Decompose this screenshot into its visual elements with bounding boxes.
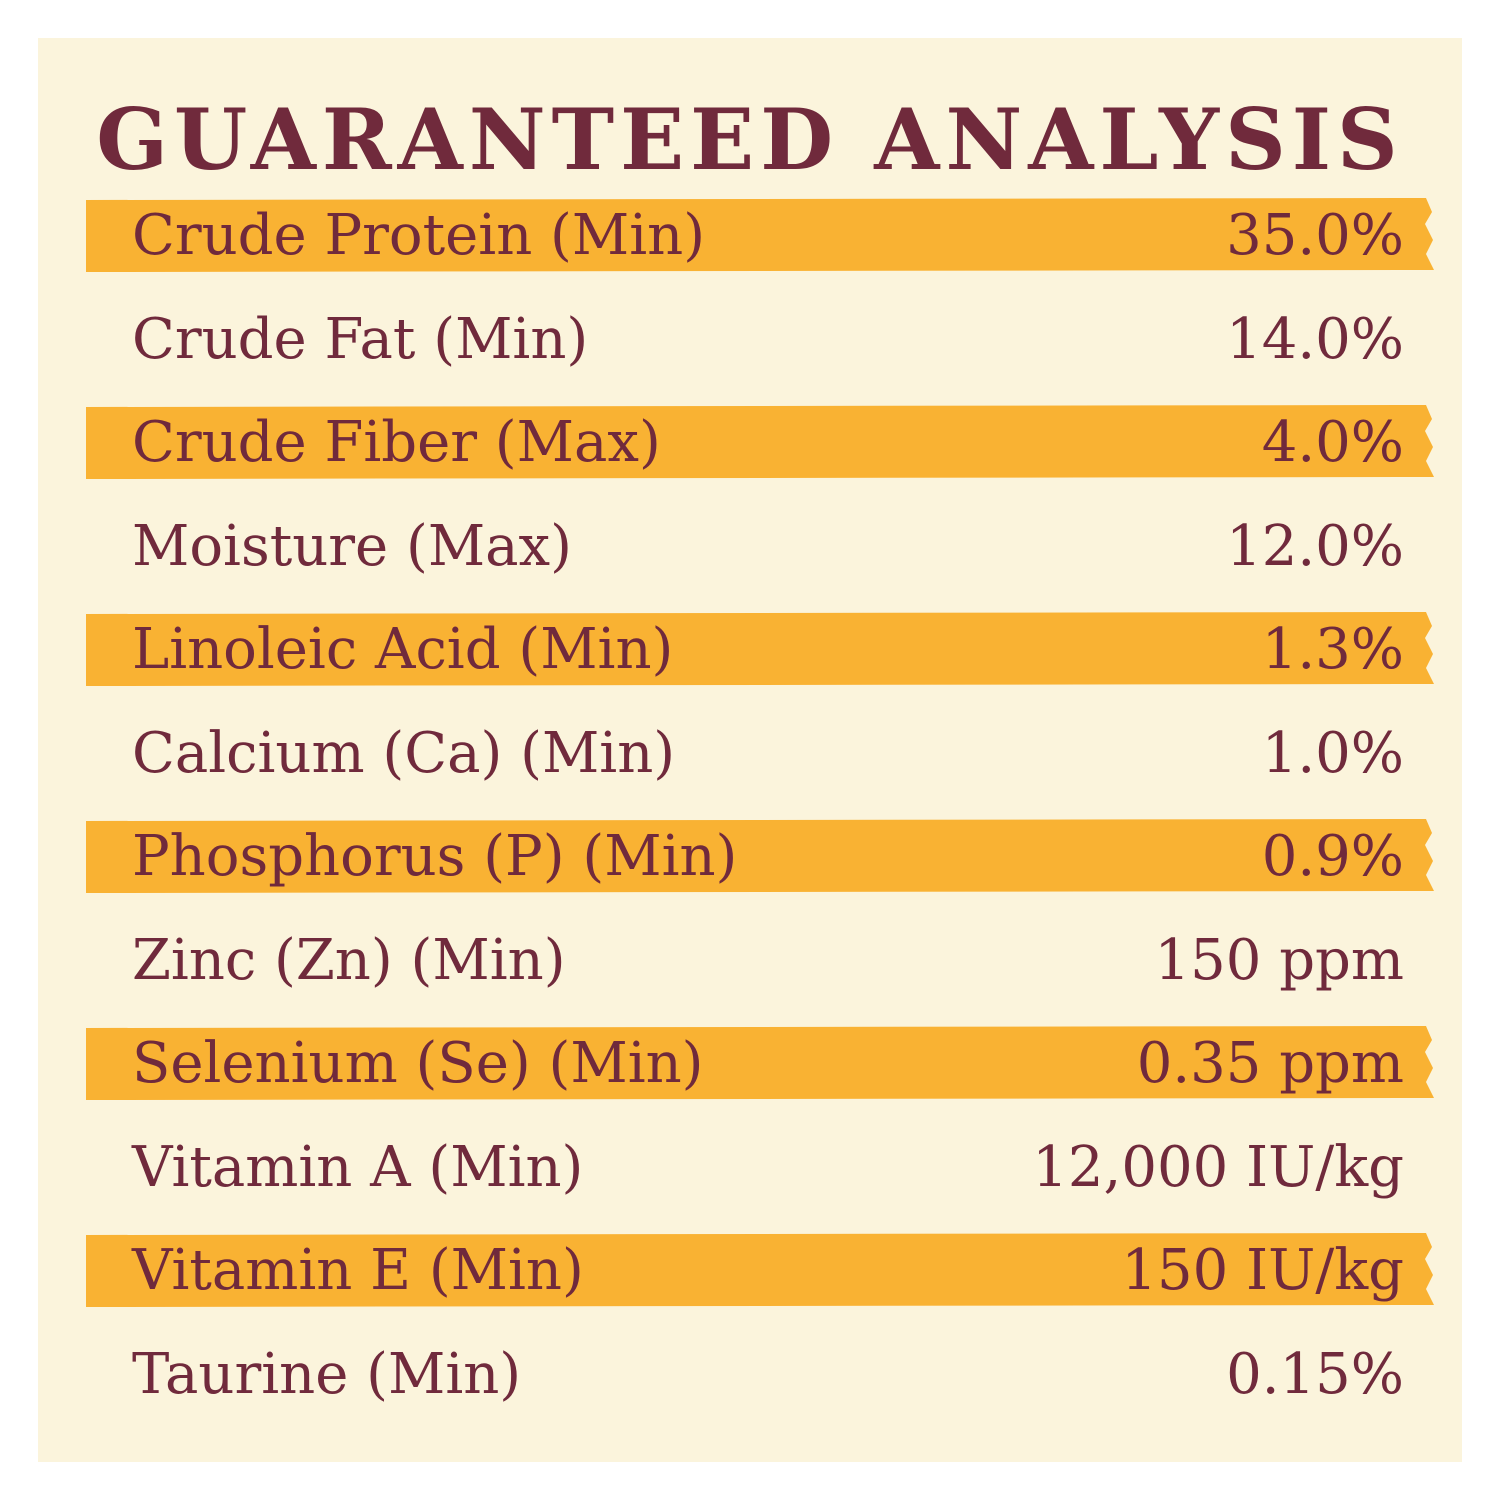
- guaranteed-analysis-panel: GUARANTEED ANALYSIS Crude Protein (Min) …: [38, 38, 1462, 1462]
- nutrient-value: 150 IU/kg: [1121, 1238, 1404, 1303]
- analysis-row: Calcium (Ca) (Min) 1.0%: [86, 716, 1436, 820]
- analysis-row: Moisture (Max) 12.0%: [86, 509, 1436, 613]
- analysis-row: Crude Fiber (Max) 4.0%: [86, 405, 1436, 509]
- page-title: GUARANTEED ANALYSIS: [96, 90, 1404, 189]
- nutrient-value: 0.35 ppm: [1136, 1031, 1404, 1096]
- analysis-row: Phosphorus (P) (Min) 0.9%: [86, 819, 1436, 923]
- nutrient-value: 0.9%: [1261, 824, 1404, 889]
- analysis-row: Crude Protein (Min) 35.0%: [86, 198, 1436, 302]
- highlight-band: [86, 405, 1436, 479]
- analysis-row: Vitamin E (Min) 150 IU/kg: [86, 1233, 1436, 1337]
- nutrient-value: 1.0%: [1261, 720, 1404, 786]
- highlight-band: [86, 1026, 1436, 1100]
- nutrient-label: Moisture (Max): [132, 513, 572, 579]
- nutrient-value: 14.0%: [1226, 306, 1404, 372]
- nutrient-label: Zinc (Zn) (Min): [132, 927, 566, 993]
- analysis-table: Crude Protein (Min) 35.0% Crude Fat (Min…: [86, 198, 1436, 1440]
- nutrient-label: Selenium (Se) (Min): [132, 1031, 704, 1096]
- highlight-band: [86, 1233, 1436, 1307]
- nutrient-label: Phosphorus (P) (Min): [132, 824, 738, 889]
- nutrient-value: 35.0%: [1226, 203, 1404, 268]
- brush-stroke-shape: [86, 1233, 1434, 1307]
- brush-stroke-shape: [86, 612, 1434, 686]
- highlight-band: [86, 612, 1436, 686]
- nutrient-value: 150 ppm: [1154, 927, 1404, 993]
- highlight-band: [86, 819, 1436, 893]
- nutrient-label: Taurine (Min): [132, 1341, 522, 1407]
- nutrient-value: 12.0%: [1226, 513, 1404, 579]
- analysis-row: Vitamin A (Min) 12,000 IU/kg: [86, 1130, 1436, 1234]
- analysis-row: Taurine (Min) 0.15%: [86, 1337, 1436, 1441]
- nutrient-label: Calcium (Ca) (Min): [132, 720, 676, 786]
- analysis-row: Linoleic Acid (Min) 1.3%: [86, 612, 1436, 716]
- nutrient-value: 0.15%: [1226, 1341, 1404, 1407]
- nutrient-value: 12,000 IU/kg: [1032, 1134, 1404, 1200]
- nutrient-label: Vitamin A (Min): [132, 1134, 584, 1200]
- nutrient-label: Crude Fiber (Max): [132, 410, 661, 475]
- nutrient-label: Linoleic Acid (Min): [132, 617, 674, 682]
- nutrient-label: Crude Fat (Min): [132, 306, 589, 372]
- highlight-band: [86, 198, 1436, 272]
- brush-stroke-shape: [86, 1026, 1434, 1100]
- brush-stroke-shape: [86, 819, 1434, 893]
- analysis-row: Zinc (Zn) (Min) 150 ppm: [86, 923, 1436, 1027]
- analysis-row: Selenium (Se) (Min) 0.35 ppm: [86, 1026, 1436, 1130]
- nutrient-label: Vitamin E (Min): [132, 1238, 584, 1303]
- nutrient-label: Crude Protein (Min): [132, 203, 706, 268]
- brush-stroke-shape: [86, 198, 1434, 272]
- brush-stroke-shape: [86, 405, 1434, 479]
- nutrient-value: 4.0%: [1261, 410, 1404, 475]
- analysis-row: Crude Fat (Min) 14.0%: [86, 302, 1436, 406]
- nutrient-value: 1.3%: [1261, 617, 1404, 682]
